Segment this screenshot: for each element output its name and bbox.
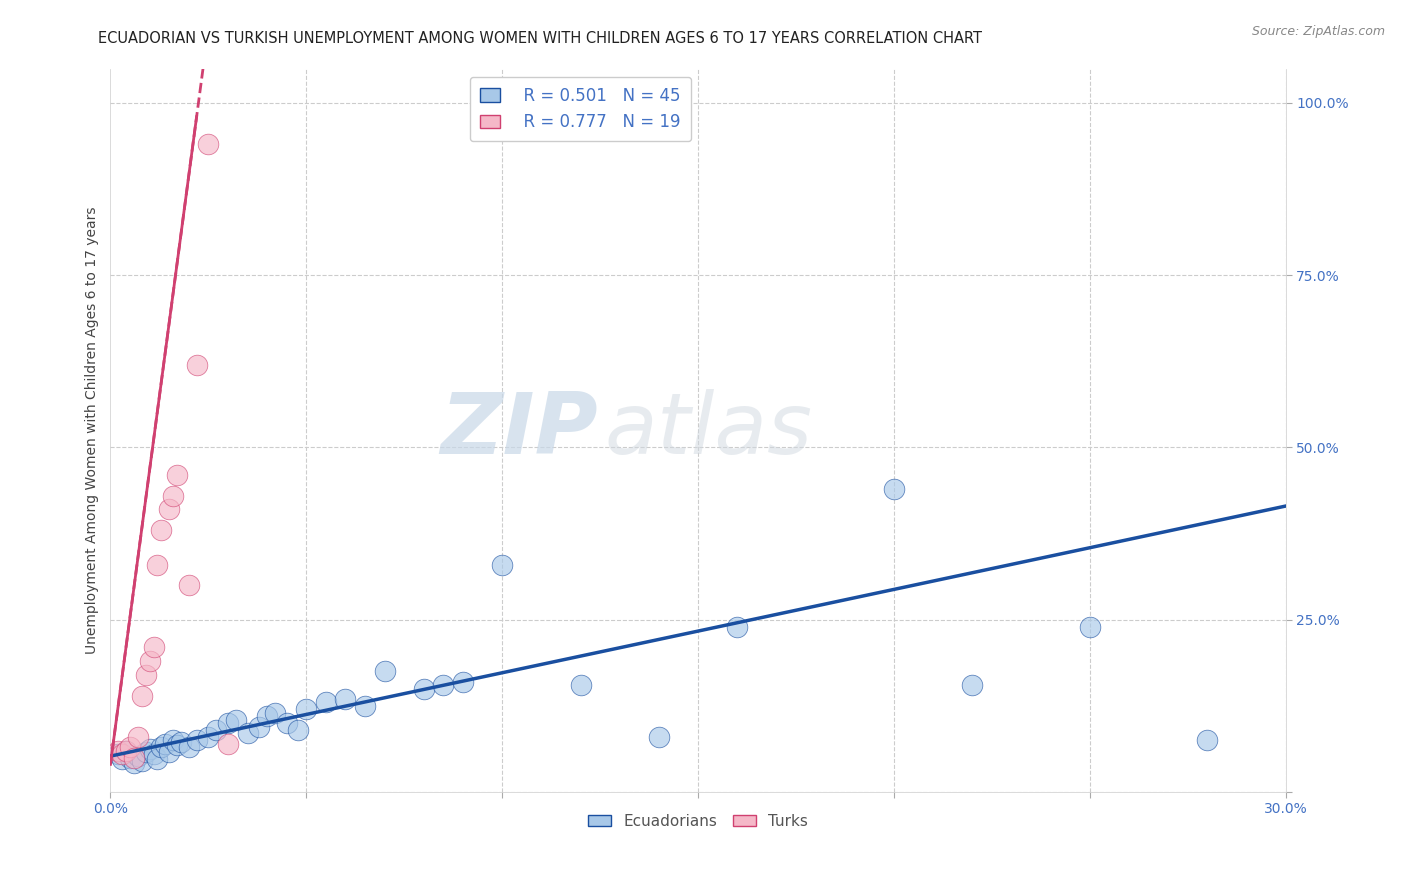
Point [122, 750, 145, 764]
Point [725, 619, 748, 633]
Point [127, 730, 149, 744]
Point [122, 756, 145, 770]
Point [115, 744, 138, 758]
Point [162, 489, 184, 503]
Point [264, 706, 287, 720]
Point [135, 668, 157, 682]
Text: atlas: atlas [605, 389, 813, 472]
Point [451, 674, 474, 689]
Point [118, 740, 141, 755]
Point [166, 468, 188, 483]
Point [569, 678, 592, 692]
Point [150, 740, 173, 755]
Point [155, 737, 177, 751]
Point [197, 730, 219, 744]
Point [131, 754, 153, 768]
Text: ZIP: ZIP [440, 389, 598, 472]
Text: ECUADORIAN VS TURKISH UNEMPLOYMENT AMONG WOMEN WITH CHILDREN AGES 6 TO 17 YEARS : ECUADORIAN VS TURKISH UNEMPLOYMENT AMONG… [98, 31, 983, 46]
Point [111, 747, 134, 761]
Point [157, 745, 180, 759]
Point [107, 747, 129, 761]
Point [177, 578, 200, 592]
Point [315, 695, 337, 709]
Point [186, 358, 208, 372]
Point [295, 702, 318, 716]
Point [1197, 733, 1219, 747]
Point [127, 749, 149, 764]
Point [217, 737, 239, 751]
Point [146, 752, 169, 766]
Point [150, 523, 173, 537]
Point [135, 745, 157, 759]
Point [142, 640, 165, 655]
Point [491, 558, 513, 572]
Point [648, 730, 671, 744]
Text: Source: ZipAtlas.com: Source: ZipAtlas.com [1251, 25, 1385, 38]
Point [197, 137, 219, 152]
Point [962, 678, 984, 692]
Point [374, 665, 396, 679]
Point [177, 740, 200, 755]
Point [432, 678, 454, 692]
Point [138, 654, 160, 668]
Point [412, 681, 434, 696]
Point [247, 719, 270, 733]
Point [276, 716, 298, 731]
Point [111, 752, 134, 766]
Point [138, 742, 160, 756]
Point [236, 726, 259, 740]
Point [118, 750, 141, 764]
Point [205, 723, 228, 737]
Point [115, 744, 138, 758]
Point [335, 692, 357, 706]
Point [166, 738, 188, 752]
Point [157, 502, 180, 516]
Point [217, 716, 239, 731]
Point [107, 744, 129, 758]
Y-axis label: Unemployment Among Women with Children Ages 6 to 17 years: Unemployment Among Women with Children A… [86, 206, 100, 654]
Point [142, 747, 165, 761]
Point [883, 482, 905, 496]
Point [162, 733, 184, 747]
Legend: Ecuadorians, Turks: Ecuadorians, Turks [582, 808, 814, 835]
Point [354, 698, 377, 713]
Point [287, 723, 309, 737]
Point [170, 735, 193, 749]
Point [146, 558, 169, 572]
Point [186, 733, 208, 747]
Point [225, 713, 247, 727]
Point [1078, 619, 1101, 633]
Point [131, 689, 153, 703]
Point [256, 709, 278, 723]
